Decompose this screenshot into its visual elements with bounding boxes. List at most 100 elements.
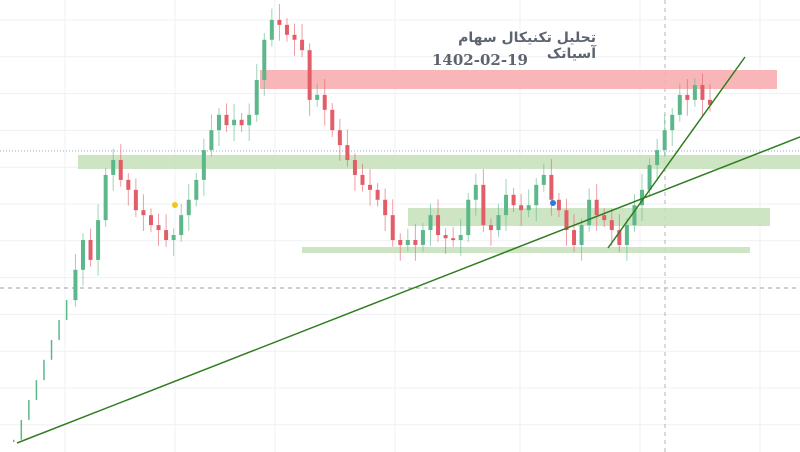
candle	[292, 23, 297, 56]
candle	[322, 79, 327, 126]
candle-body	[133, 189, 138, 211]
candle-body	[126, 179, 131, 190]
candle-body	[171, 235, 176, 241]
candle-body	[708, 99, 712, 105]
candle-body	[640, 189, 645, 206]
candle	[594, 183, 599, 231]
candle-body	[360, 174, 365, 185]
candle	[216, 108, 221, 146]
candle	[632, 193, 637, 232]
candle	[126, 173, 131, 206]
candle	[458, 219, 463, 256]
candle	[247, 103, 252, 142]
candle-body	[496, 215, 501, 231]
candle	[300, 23, 305, 57]
candle-body	[262, 39, 267, 81]
candle-body	[50, 339, 53, 360]
steep-trendline[interactable]	[607, 56, 746, 249]
candle-body	[556, 199, 561, 211]
candle-body	[488, 225, 493, 231]
candle-body	[572, 230, 577, 245]
candle	[20, 419, 23, 440]
candle-body	[594, 199, 599, 216]
candle	[65, 300, 68, 321]
candle	[315, 83, 320, 107]
candle-body	[307, 50, 312, 100]
candle-body	[398, 240, 403, 245]
resistance-zone[interactable]	[260, 70, 777, 89]
candle-body	[292, 34, 297, 40]
candle	[141, 194, 146, 231]
candle-body	[436, 215, 441, 236]
candle	[262, 32, 267, 96]
candle	[43, 359, 45, 381]
yellow-marker	[172, 202, 178, 208]
candle	[345, 129, 350, 167]
candle-body	[247, 114, 252, 126]
candle-body	[277, 19, 282, 25]
candle-body	[209, 130, 214, 151]
candle	[375, 183, 380, 207]
candle-body	[80, 240, 85, 270]
candle-body	[179, 215, 184, 236]
candle-body	[65, 300, 68, 321]
candle-body	[670, 114, 675, 131]
support-zone-lower[interactable]	[302, 247, 750, 253]
candle	[436, 199, 441, 242]
candle	[156, 213, 161, 246]
candle	[655, 138, 660, 181]
candle	[96, 204, 101, 276]
candle-body	[111, 160, 116, 175]
candle-body	[35, 380, 38, 401]
candle	[549, 159, 554, 216]
candle-body	[43, 359, 45, 381]
candle-body	[269, 19, 274, 40]
candle-body	[194, 179, 199, 200]
candle	[420, 223, 425, 252]
candle	[337, 118, 342, 161]
candle	[254, 64, 259, 122]
candle-body	[466, 199, 471, 236]
candle	[564, 198, 569, 246]
candle-body	[96, 220, 101, 260]
candle	[390, 199, 395, 247]
candle-body	[632, 205, 637, 226]
candles	[13, 4, 712, 443]
candle	[685, 79, 690, 116]
candle-body	[375, 189, 380, 200]
candle-body	[164, 230, 169, 241]
candle	[80, 233, 85, 286]
candle-body	[20, 419, 23, 440]
candle	[398, 233, 403, 261]
candle-body	[156, 225, 161, 231]
candle-body	[624, 225, 629, 245]
candle	[609, 208, 614, 246]
candle	[201, 138, 206, 196]
candle	[330, 103, 335, 137]
candle-body	[511, 194, 516, 206]
candle	[602, 208, 607, 227]
candle	[511, 188, 516, 212]
candle-body	[337, 130, 342, 146]
candle-body	[473, 184, 478, 200]
candle-body	[443, 235, 448, 239]
candle	[383, 188, 388, 231]
support-zone-upper[interactable]	[78, 155, 800, 169]
candle	[534, 178, 539, 222]
long-trendline[interactable]	[16, 136, 800, 444]
candle	[466, 193, 471, 242]
candle	[670, 108, 675, 146]
candle-body	[148, 215, 153, 226]
candle-body	[201, 150, 206, 180]
candle-body	[383, 199, 388, 216]
candle	[473, 173, 478, 216]
candle	[277, 4, 282, 41]
candle	[443, 228, 448, 255]
candle-body	[602, 215, 607, 221]
candle-body	[73, 269, 78, 301]
candle-body	[579, 225, 584, 245]
candle	[232, 103, 237, 142]
candle	[579, 218, 584, 261]
